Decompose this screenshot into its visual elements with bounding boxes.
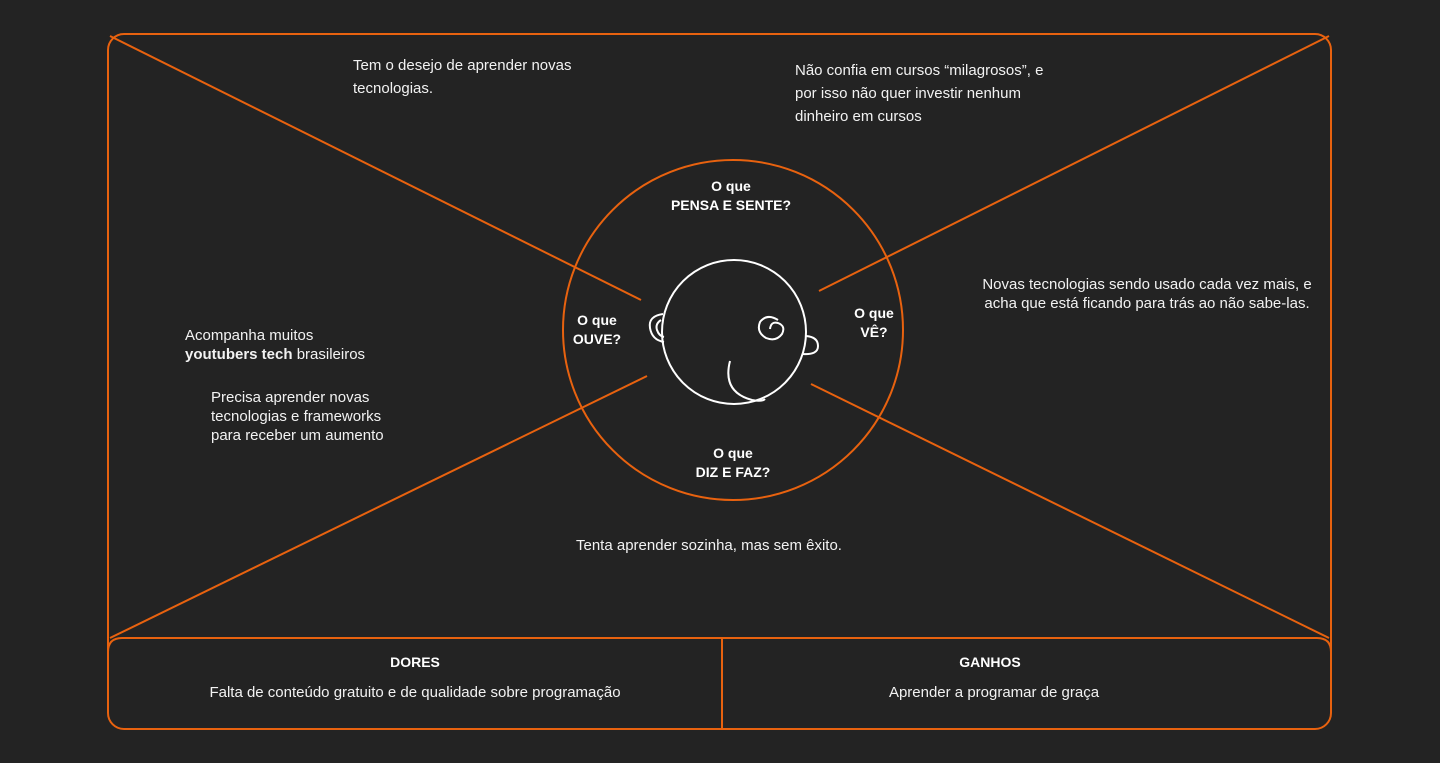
gains-text: Aprender a programar de graça [888, 684, 1100, 701]
hear-note-1-line1: Acompanha muitos [185, 327, 314, 344]
diagonal-top-right [818, 35, 1330, 292]
gains-title: GANHOS [959, 654, 1021, 670]
distrust-note: Não confia em cursos “milagrosos”, e por… [795, 62, 1044, 125]
hear-note-1-bold: youtubers tech [185, 346, 293, 363]
say-do-label-line1: O que [713, 445, 753, 461]
say-do-note: Tenta aprender sozinha, mas sem êxito. [576, 537, 842, 554]
see-label-line2: VÊ? [860, 324, 888, 340]
head-outline-icon [648, 259, 820, 405]
hear-label-line2: OUVE? [572, 331, 622, 347]
pains-text: Falta de conteúdo gratuito e de qualidad… [209, 684, 621, 701]
hear-note-2: Precisa aprender novas tecnologias e fra… [211, 389, 384, 444]
hear-note-1: Acompanha muitos youtubers tech brasilei… [185, 326, 405, 364]
diagonal-bottom-left [109, 375, 648, 639]
say-do-label-line2: DIZ E FAZ? [695, 464, 771, 480]
say-do-label: O que DIZ E FAZ? [673, 444, 793, 482]
diagonal-top-left [109, 35, 642, 301]
see-label: O que VÊ? [845, 304, 903, 342]
diagonal-bottom-right [810, 383, 1330, 639]
think-feel-label: O que PENSA E SENTE? [650, 177, 812, 215]
think-feel-note: Tem o desejo de aprender novas tecnologi… [353, 57, 572, 97]
hear-label-line1: O que [577, 312, 617, 328]
see-note: Novas tecnologias sendo usado cada vez m… [982, 276, 1312, 312]
see-label-line1: O que [854, 305, 894, 321]
center-circle [562, 159, 904, 501]
hear-note-1-rest: brasileiros [292, 346, 366, 363]
panels-top-border [107, 637, 1332, 653]
hear-label: O que OUVE? [566, 311, 628, 349]
pains-title: DORES [390, 654, 440, 670]
outer-border [107, 33, 1332, 730]
think-feel-label-line2: PENSA E SENTE? [670, 197, 792, 213]
think-feel-label-line1: O que [711, 178, 751, 194]
